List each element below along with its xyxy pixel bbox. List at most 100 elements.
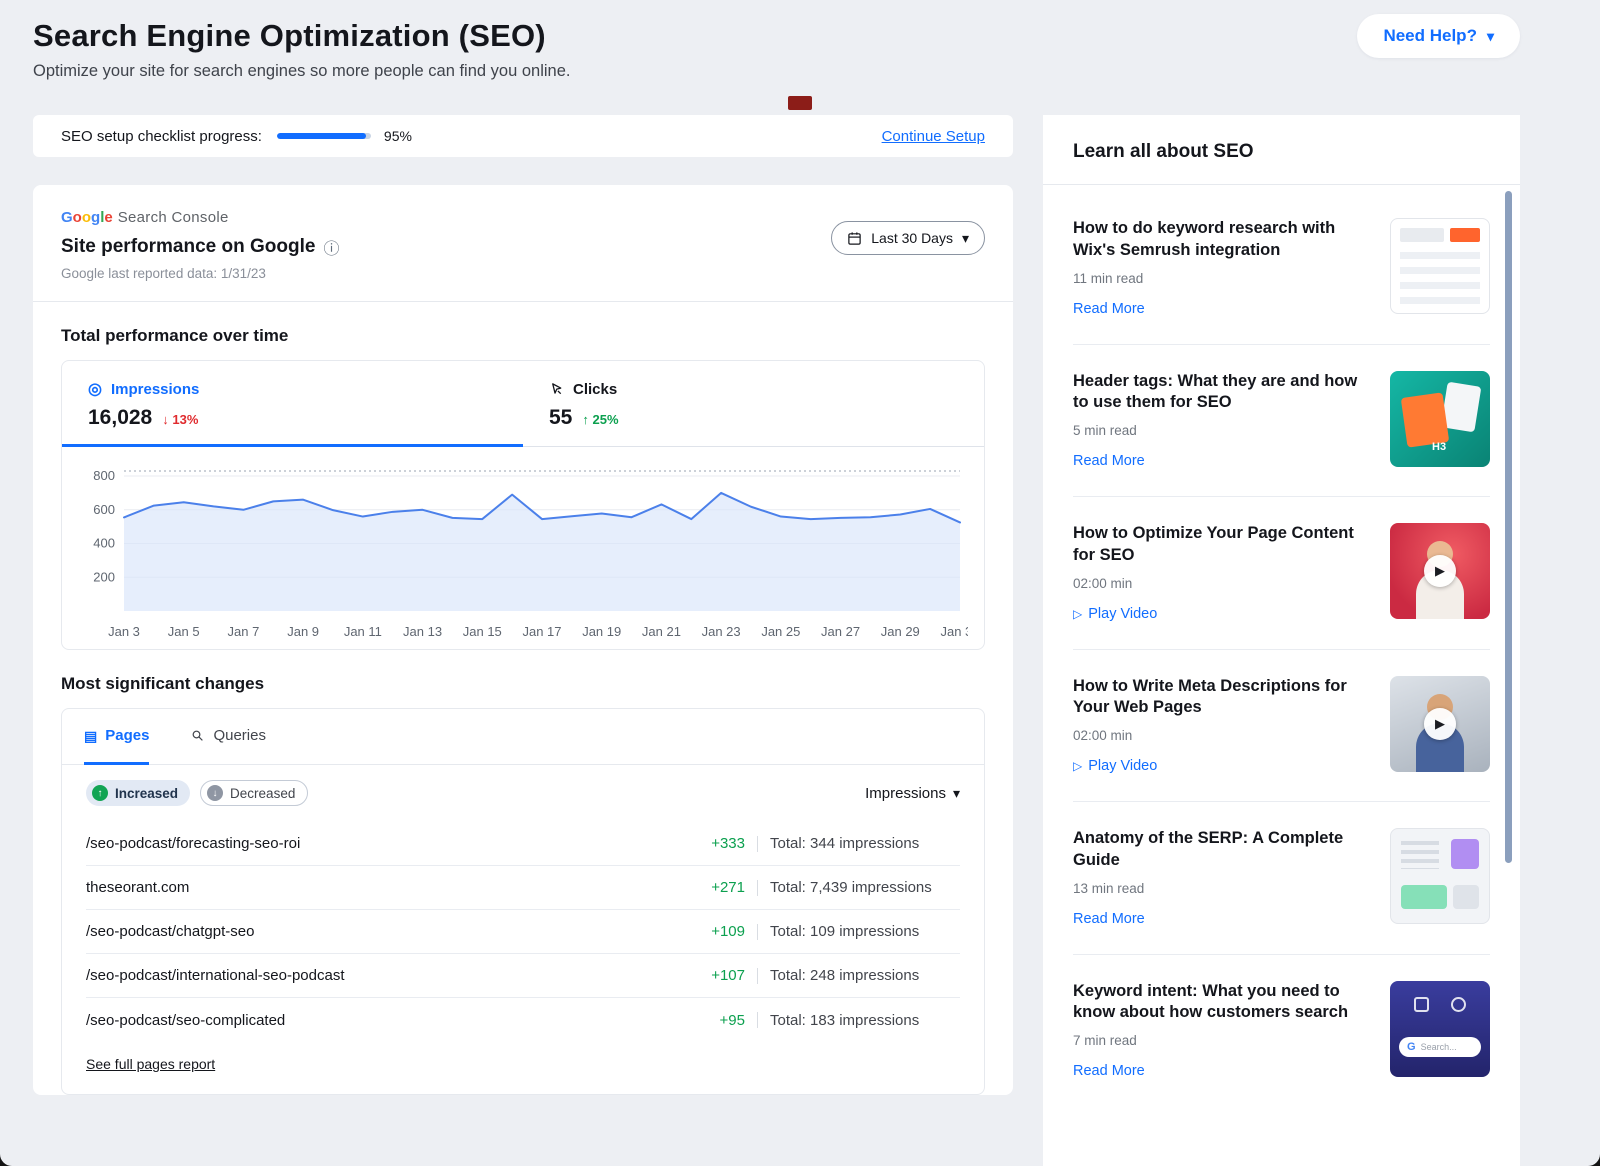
sort-dropdown[interactable]: Impressions ▾	[865, 785, 960, 802]
logo-letter: o	[82, 209, 91, 226]
calendar-icon	[847, 231, 862, 246]
logo-letter: e	[104, 209, 112, 226]
svg-text:Jan 13: Jan 13	[403, 624, 442, 639]
svg-text:Jan 17: Jan 17	[522, 624, 561, 639]
logo-letter: o	[73, 209, 82, 226]
page-subtitle: Optimize your site for search engines so…	[33, 62, 1600, 81]
article-meta: 11 min read	[1073, 271, 1365, 286]
main-column: SEO setup checklist progress: 95% Contin…	[33, 115, 1013, 1117]
chevron-down-icon: ▾	[953, 786, 960, 800]
svg-text:Jan 15: Jan 15	[463, 624, 502, 639]
metric-impressions[interactable]: ◎ Impressions 16,028 ↓ 13%	[62, 381, 523, 447]
list-item[interactable]: How to do keyword research with Wix's Se…	[1073, 185, 1490, 344]
row-total: Total: 183 impressions	[770, 1012, 960, 1029]
play-video-link[interactable]: ▷Play Video	[1073, 758, 1157, 774]
google-search-bar: GSearch...	[1399, 1037, 1481, 1057]
article-meta: 13 min read	[1073, 881, 1365, 896]
read-more-link[interactable]: Read More	[1073, 301, 1145, 317]
play-button-icon[interactable]: ▶	[1424, 708, 1456, 740]
play-video-link[interactable]: ▷Play Video	[1073, 606, 1157, 622]
article-list: How to do keyword research with Wix's Se…	[1043, 185, 1520, 1106]
progress-percent: 95%	[384, 128, 412, 144]
article-title: Anatomy of the SERP: A Complete Guide	[1073, 828, 1365, 872]
metric-tabs: ◎ Impressions 16,028 ↓ 13% Clicks	[62, 381, 984, 447]
cursor-icon	[549, 382, 564, 397]
article-thumbnail: H3	[1390, 371, 1490, 467]
list-item[interactable]: How to Optimize Your Page Content for SE…	[1073, 496, 1490, 649]
decreased-icon: ↓	[207, 785, 223, 801]
filter-decreased[interactable]: ↓ Decreased	[200, 780, 308, 806]
svg-text:Jan 27: Jan 27	[821, 624, 860, 639]
metric-clicks[interactable]: Clicks 55 ↑ 25%	[523, 381, 984, 447]
read-more-link[interactable]: Read More	[1073, 453, 1145, 469]
article-thumbnail	[1390, 218, 1490, 314]
svg-text:Jan 9: Jan 9	[287, 624, 319, 639]
divider	[757, 1012, 758, 1028]
article-thumbnail[interactable]: ▶	[1390, 523, 1490, 619]
tab-queries[interactable]: Queries	[191, 709, 266, 765]
list-item[interactable]: Keyword intent: What you need to know ab…	[1073, 954, 1490, 1107]
read-more-link[interactable]: Read More	[1073, 1063, 1145, 1079]
article-thumbnail[interactable]: ▶	[1390, 676, 1490, 772]
table-row[interactable]: /seo-podcast/chatgpt-seo +109 Total: 109 …	[86, 910, 960, 954]
h3-tag-label: H3	[1432, 441, 1446, 453]
info-icon[interactable]: ⓘ	[323, 235, 339, 259]
checklist-label: SEO setup checklist progress:	[61, 128, 262, 145]
svg-text:Jan 7: Jan 7	[228, 624, 260, 639]
read-more-link[interactable]: Read More	[1073, 911, 1145, 927]
checklist-progress-bar	[277, 133, 371, 139]
google-search-console-logo: GoogleSearch Console	[61, 209, 339, 226]
row-total: Total: 344 impressions	[770, 835, 960, 852]
list-item[interactable]: Anatomy of the SERP: A Complete Guide 13…	[1073, 801, 1490, 954]
continue-setup-link[interactable]: Continue Setup	[882, 128, 985, 145]
performance-card-header-left: GoogleSearch Console Site performance on…	[61, 209, 339, 281]
svg-text:Jan 31: Jan 31	[940, 624, 968, 639]
article-title: Keyword intent: What you need to know ab…	[1073, 981, 1365, 1025]
clicks-delta: ↑ 25%	[582, 412, 618, 427]
table-row[interactable]: /seo-podcast/forecasting-seo-roi +333Tot…	[86, 822, 960, 866]
table-row[interactable]: /seo-podcast/international-seo-podcast +…	[86, 954, 960, 998]
sidebar-scrollbar[interactable]	[1505, 191, 1512, 863]
row-total: Total: 109 impressions	[770, 923, 960, 940]
tab-pages[interactable]: ▤ Pages	[84, 709, 149, 765]
svg-text:Jan 25: Jan 25	[761, 624, 800, 639]
full-report-link[interactable]: See full pages report	[86, 1056, 215, 1072]
article-title: Header tags: What they are and how to us…	[1073, 371, 1365, 415]
date-range-dropdown[interactable]: Last 30 Days ▾	[831, 221, 985, 255]
search-placeholder: Search...	[1421, 1042, 1457, 1052]
sidebar-header: Learn all about SEO	[1043, 115, 1520, 185]
article-title: How to do keyword research with Wix's Se…	[1073, 218, 1365, 262]
content-row: SEO setup checklist progress: 95% Contin…	[0, 115, 1600, 1166]
svg-text:Jan 19: Jan 19	[582, 624, 621, 639]
row-page: theseorant.com	[86, 879, 189, 896]
filter-increased[interactable]: ↑ Increased	[86, 780, 190, 806]
list-item[interactable]: Header tags: What they are and how to us…	[1073, 344, 1490, 497]
setup-checklist-bar: SEO setup checklist progress: 95% Contin…	[33, 115, 1013, 157]
pages-icon: ▤	[84, 729, 97, 743]
row-page: /seo-podcast/forecasting-seo-roi	[86, 835, 300, 852]
performance-card-header: GoogleSearch Console Site performance on…	[33, 185, 1013, 302]
row-change: +107	[687, 967, 745, 984]
clicks-value: 55	[549, 406, 572, 430]
article-meta: 5 min read	[1073, 423, 1365, 438]
play-button-icon[interactable]: ▶	[1424, 555, 1456, 587]
article-meta: 02:00 min	[1073, 576, 1365, 591]
arrow-down-icon: ↓	[162, 412, 169, 427]
row-total: Total: 7,439 impressions	[770, 879, 960, 896]
article-title: How to Optimize Your Page Content for SE…	[1073, 523, 1365, 567]
row-change: +109	[687, 923, 745, 940]
svg-text:Jan 11: Jan 11	[344, 624, 382, 639]
table-row[interactable]: theseorant.com +271Total: 7,439 impressi…	[86, 866, 960, 910]
article-meta: 7 min read	[1073, 1033, 1365, 1048]
row-page: /seo-podcast/seo-complicated	[86, 1012, 285, 1029]
need-help-button[interactable]: Need Help? ▾	[1357, 14, 1520, 58]
logo-letter: G	[61, 209, 73, 226]
site-performance-title: Site performance on Google ⓘ	[61, 235, 339, 259]
need-help-label: Need Help?	[1383, 26, 1477, 46]
table-row[interactable]: /seo-podcast/seo-complicated +95Total: 1…	[86, 998, 960, 1042]
impressions-value: 16,028	[88, 406, 152, 430]
queries-icon	[191, 729, 205, 743]
list-item[interactable]: How to Write Meta Descriptions for Your …	[1073, 649, 1490, 802]
row-page: /seo-podcast/chatgpt-seo	[86, 923, 254, 940]
performance-chart: 200400600800Jan 3Jan 5Jan 7Jan 9Jan 11Ja…	[80, 463, 968, 641]
